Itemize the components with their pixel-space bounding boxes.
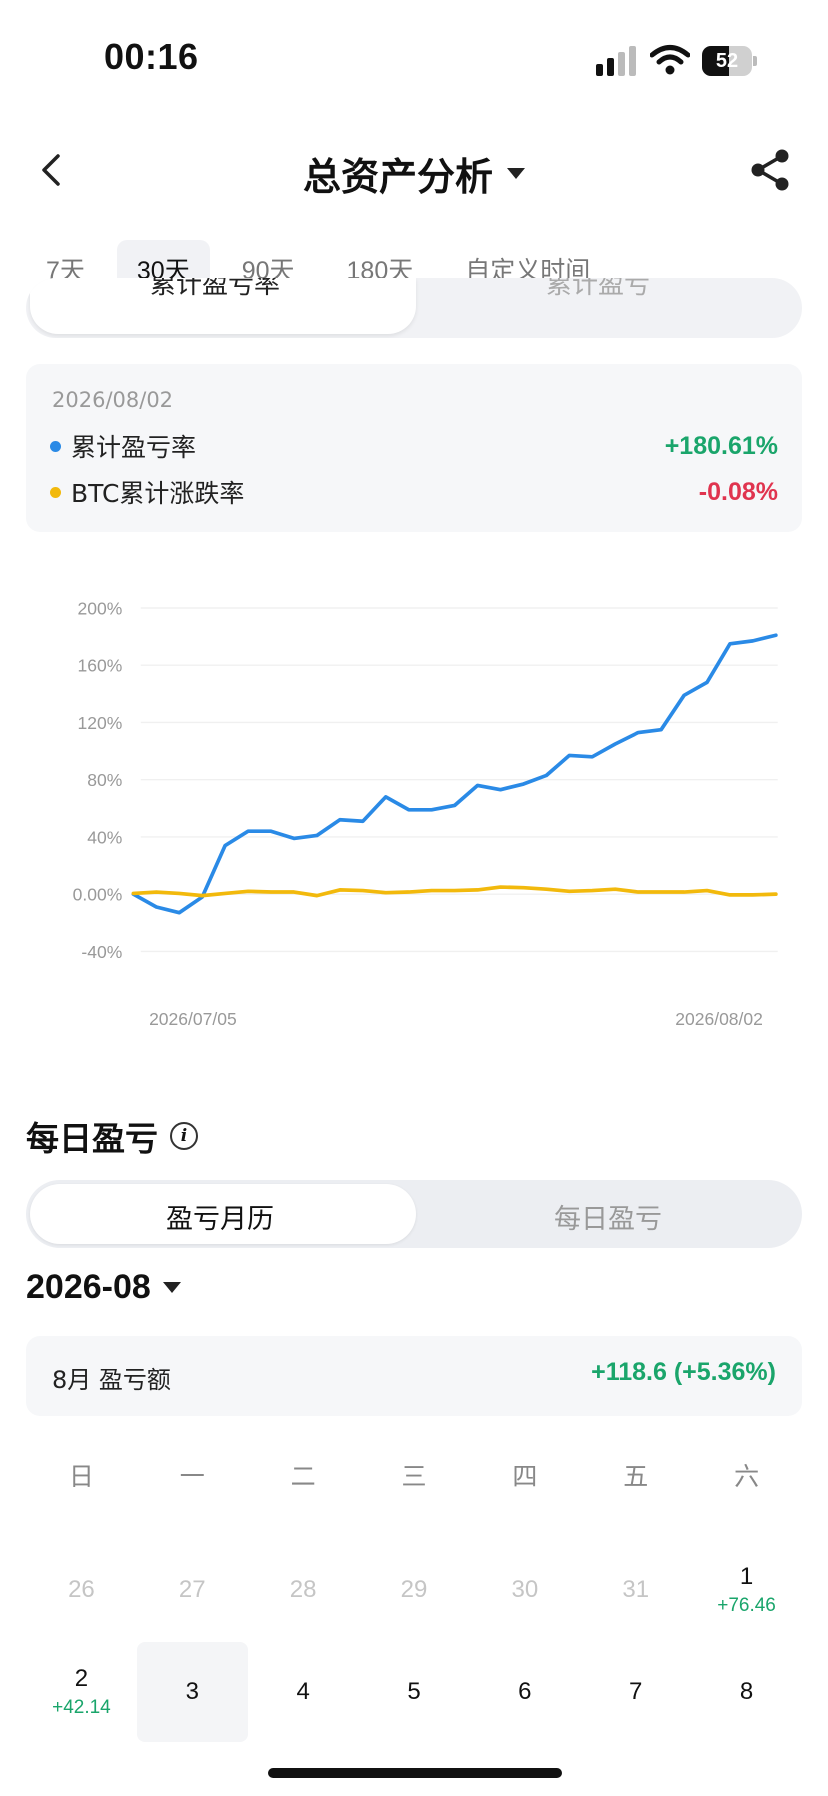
tooltip-label: 累计盈亏率 bbox=[71, 433, 197, 462]
battery-level: 52 bbox=[715, 50, 739, 72]
back-arrow-icon[interactable] bbox=[36, 150, 66, 190]
section-title-text: 每日盈亏 bbox=[26, 1119, 158, 1158]
y-tick-label: -40% bbox=[81, 942, 122, 962]
pnl-calendar: 日 一 二 三 四 五 六 26 27 28 29 30 31 1 +76.46 2 +42.14 3 4 5 6 7 8 bbox=[26, 1440, 802, 1742]
metric-toggle: 累计盈亏率 累计盈亏 bbox=[26, 278, 802, 338]
weekday-label: 五 bbox=[623, 1462, 649, 1491]
calendar-day: 30 bbox=[469, 1540, 580, 1640]
weekday-label: 六 bbox=[734, 1462, 760, 1491]
x-tick-label: 2026/07/05 bbox=[149, 1009, 237, 1029]
day-number: 31 bbox=[622, 1576, 650, 1603]
title-text: 总资产分析 bbox=[302, 155, 493, 199]
cellular-signal-icon bbox=[596, 46, 636, 76]
calendar-day: 29 bbox=[359, 1540, 470, 1640]
month-selector[interactable]: 2026-08 bbox=[26, 1268, 181, 1307]
day-pnl: +42.14 bbox=[52, 1697, 111, 1718]
weekday-label: 三 bbox=[401, 1462, 427, 1491]
y-tick-label: 120% bbox=[77, 713, 122, 733]
toggle-cumulative-rate[interactable]: 累计盈亏率 bbox=[150, 278, 281, 300]
wifi-icon bbox=[650, 45, 690, 75]
day-number: 29 bbox=[400, 1576, 428, 1603]
day-number: 8 bbox=[739, 1678, 754, 1705]
calendar-day[interactable]: 8 bbox=[691, 1642, 802, 1742]
tooltip-row-btc: BTC累计涨跌率 -0.08% bbox=[50, 474, 778, 510]
x-tick-label: 2026/08/02 bbox=[675, 1009, 763, 1029]
tooltip-row-portfolio: 累计盈亏率 +180.61% bbox=[50, 428, 778, 464]
calendar-day[interactable]: 5 bbox=[359, 1642, 470, 1742]
share-icon[interactable] bbox=[748, 148, 792, 192]
status-time: 00:16 bbox=[104, 36, 199, 77]
weekday-label: 二 bbox=[290, 1462, 316, 1491]
series-dot-icon bbox=[50, 440, 61, 452]
y-tick-label: 0.00% bbox=[73, 885, 123, 905]
tooltip-date: 2026/08/02 bbox=[52, 388, 174, 412]
info-icon[interactable]: i bbox=[170, 1122, 198, 1150]
day-number: 4 bbox=[296, 1678, 310, 1705]
day-number: 1 bbox=[739, 1563, 754, 1590]
battery-icon: 52 bbox=[702, 46, 758, 76]
daily-toggle-active-pill bbox=[30, 1184, 416, 1244]
tooltip-value: +180.61% bbox=[664, 431, 778, 460]
weekday-label: 四 bbox=[512, 1462, 538, 1491]
day-pnl: +76.46 bbox=[717, 1595, 776, 1616]
weekday-label: 日 bbox=[68, 1462, 94, 1491]
y-tick-label: 80% bbox=[87, 770, 122, 790]
calendar-day[interactable]: 2 +42.14 bbox=[26, 1642, 137, 1742]
calendar-day: 28 bbox=[248, 1540, 359, 1640]
month-summary-card: 8月 盈亏额 +118.6 (+5.36%) bbox=[26, 1336, 802, 1416]
cumulative-return-chart[interactable]: 200% 160% 120% 80% 40% 0.00% -40% 2026/07/05 202… bbox=[0, 560, 828, 1040]
calendar-day[interactable]: 6 bbox=[469, 1642, 580, 1742]
calendar-day[interactable]: 4 bbox=[248, 1642, 359, 1742]
calendar-day: 27 bbox=[137, 1540, 248, 1640]
series-line bbox=[131, 633, 778, 915]
daily-pnl-section-title: 每日盈亏 i bbox=[26, 1112, 198, 1160]
month-label: 2026-08 bbox=[26, 1268, 151, 1306]
day-number: 26 bbox=[68, 1576, 95, 1603]
home-indicator[interactable] bbox=[268, 1768, 562, 1778]
calendar-day: 26 bbox=[26, 1540, 137, 1640]
month-summary-label: 8月 盈亏额 bbox=[52, 1366, 171, 1394]
day-number: 7 bbox=[629, 1678, 643, 1705]
day-number: 3 bbox=[185, 1678, 199, 1705]
dropdown-caret-icon bbox=[507, 168, 525, 179]
calendar-day: 31 bbox=[580, 1540, 691, 1640]
daily-view-toggle: 盈亏月历 每日盈亏 bbox=[26, 1180, 802, 1248]
series-line bbox=[131, 885, 778, 898]
day-number: 5 bbox=[407, 1678, 421, 1705]
day-number: 30 bbox=[511, 1576, 539, 1603]
y-tick-label: 200% bbox=[77, 598, 122, 618]
calendar-day[interactable]: 7 bbox=[580, 1642, 691, 1742]
y-tick-label: 160% bbox=[77, 656, 122, 676]
series-dot-icon bbox=[50, 486, 61, 498]
metric-toggle-active-pill bbox=[30, 278, 416, 334]
toggle-cumulative-pnl[interactable]: 累计盈亏 bbox=[546, 278, 651, 300]
page-title[interactable]: 总资产分析 bbox=[0, 146, 828, 201]
weekday-header: 日一二三四五六 bbox=[26, 1440, 802, 1510]
day-number: 2 bbox=[74, 1665, 89, 1692]
weekday-label: 一 bbox=[179, 1462, 205, 1491]
month-summary-value: +118.6 (+5.36%) bbox=[591, 1358, 776, 1386]
calendar-days: 26 27 28 29 30 31 1 +76.46 2 +42.14 3 4 5 6 7 8 bbox=[26, 1540, 802, 1742]
toggle-pnl-calendar[interactable]: 盈亏月历 bbox=[166, 1204, 274, 1235]
day-number: 28 bbox=[289, 1576, 317, 1603]
chart-tooltip-card: 2026/08/02 累计盈亏率 +180.61% BTC累计涨跌率 -0.08… bbox=[26, 364, 802, 532]
y-tick-label: 40% bbox=[87, 827, 122, 847]
dropdown-caret-icon bbox=[162, 1282, 181, 1293]
toggle-daily-pnl[interactable]: 每日盈亏 bbox=[554, 1204, 662, 1235]
day-number: 27 bbox=[178, 1576, 206, 1603]
calendar-day[interactable]: 3 bbox=[136, 1642, 248, 1742]
tooltip-value: -0.08% bbox=[698, 477, 778, 506]
calendar-day[interactable]: 1 +76.46 bbox=[691, 1540, 802, 1640]
tooltip-label: BTC累计涨跌率 bbox=[71, 479, 245, 508]
day-number: 6 bbox=[518, 1678, 532, 1705]
